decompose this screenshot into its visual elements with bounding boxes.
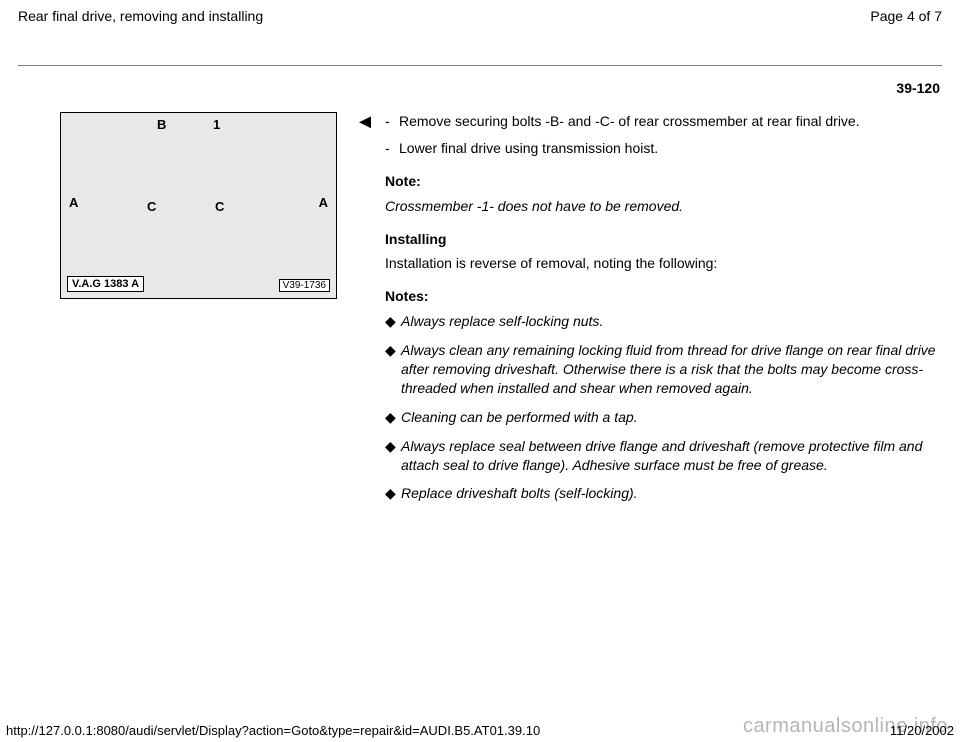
diamond-icon: ◆ — [385, 484, 401, 503]
header-page-number: Page 4 of 7 — [870, 8, 942, 24]
list-item: ◆ Always replace seal between drive flan… — [385, 437, 940, 475]
figure-id: V39-1736 — [279, 279, 330, 292]
figure-tool-label: V.A.G 1383 A — [67, 276, 144, 292]
list-item: ◆ Cleaning can be performed with a tap. — [385, 408, 940, 427]
dash-icon: - — [385, 139, 399, 158]
notes-heading: Notes: — [385, 287, 940, 306]
figure-label-C-right: C — [215, 199, 224, 214]
list-item: - Remove securing bolts -B- and -C- of r… — [385, 112, 940, 131]
note-item-text: Cleaning can be performed with a tap. — [401, 408, 940, 427]
note-item-text: Always clean any remaining locking fluid… — [401, 341, 940, 398]
note-item-text: Always replace self-locking nuts. — [401, 312, 940, 331]
figure-label-A-left: A — [69, 195, 78, 210]
figure-label-A-right: A — [319, 195, 328, 210]
header-title: Rear final drive, removing and installin… — [18, 8, 263, 24]
installing-heading: Installing — [385, 230, 940, 249]
header-rule — [18, 65, 942, 66]
figure-label-1: 1 — [213, 117, 220, 132]
list-item: ◆ Replace driveshaft bolts (self-locking… — [385, 484, 940, 503]
diamond-icon: ◆ — [385, 437, 401, 475]
note-item-text: Replace driveshaft bolts (self-locking). — [401, 484, 940, 503]
figure-label-B: B — [157, 117, 166, 132]
list-item: ◆ Always clean any remaining locking flu… — [385, 341, 940, 398]
text-column: - Remove securing bolts -B- and -C- of r… — [385, 112, 940, 513]
installing-text: Installation is reverse of removal, noti… — [385, 254, 940, 273]
diamond-icon: ◆ — [385, 408, 401, 427]
page-header: Rear final drive, removing and installin… — [18, 8, 942, 24]
step-text: Lower final drive using transmission hoi… — [399, 139, 940, 158]
note-text: Crossmember -1- does not have to be remo… — [385, 197, 940, 216]
content-area: B 1 A A C C V.A.G 1383 A V39-1736 ◄ - Re… — [60, 112, 940, 513]
notes-list: ◆ Always replace self-locking nuts. ◆ Al… — [385, 312, 940, 503]
dash-icon: - — [385, 112, 399, 131]
diamond-icon: ◆ — [385, 312, 401, 331]
footer-date: 11/20/2002 — [890, 723, 954, 738]
pointer-arrow-icon: ◄ — [351, 112, 379, 132]
page-code: 39-120 — [896, 80, 940, 96]
technical-figure: B 1 A A C C V.A.G 1383 A V39-1736 — [60, 112, 337, 299]
list-item: ◆ Always replace self-locking nuts. — [385, 312, 940, 331]
note-item-text: Always replace seal between drive flange… — [401, 437, 940, 475]
step-text: Remove securing bolts -B- and -C- of rea… — [399, 112, 940, 131]
note-heading: Note: — [385, 172, 940, 191]
figure-label-C-left: C — [147, 199, 156, 214]
diamond-icon: ◆ — [385, 341, 401, 398]
footer-url: http://127.0.0.1:8080/audi/servlet/Displ… — [6, 723, 540, 738]
list-item: - Lower final drive using transmission h… — [385, 139, 940, 158]
removal-steps-list: - Remove securing bolts -B- and -C- of r… — [385, 112, 940, 158]
